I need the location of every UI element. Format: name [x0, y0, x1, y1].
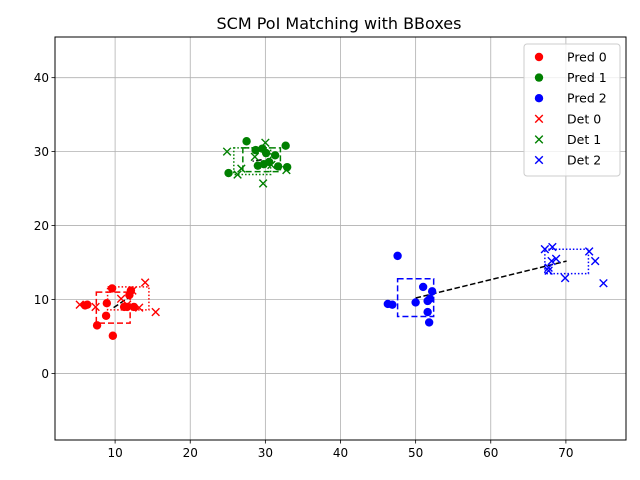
pred-point — [270, 151, 280, 160]
x-tick-label: 20 — [183, 446, 198, 460]
y-tick-label: 10 — [34, 293, 49, 307]
legend-label: Det 2 — [567, 153, 601, 168]
det-point — [75, 300, 85, 309]
pred-point — [423, 307, 432, 317]
legend-box — [523, 43, 621, 177]
det-point — [551, 254, 561, 264]
det-point — [122, 300, 132, 309]
match-line — [252, 159, 262, 162]
det-point — [128, 286, 137, 295]
det-point — [584, 247, 594, 256]
series-group — [222, 138, 291, 188]
det-point — [250, 152, 260, 162]
x-tick-label: 40 — [333, 446, 348, 460]
y-tick-label: 20 — [34, 219, 49, 233]
det-bbox — [544, 248, 590, 275]
legend-marker — [534, 114, 544, 124]
x-tick-label: 60 — [483, 446, 498, 460]
x-tick-label: 50 — [408, 446, 423, 460]
pred-point — [411, 298, 420, 307]
det-point — [267, 160, 276, 170]
pred-point — [393, 251, 402, 261]
det-point — [134, 303, 144, 312]
legend-marker — [534, 52, 544, 62]
data-points — [75, 137, 608, 340]
y-tick-label: 40 — [34, 71, 49, 85]
match-line — [113, 297, 129, 309]
axis-ticks: 10 20 30 40 50 60 70 0 10 20 30 40 — [34, 71, 574, 460]
legend-marker — [534, 73, 544, 82]
series-group — [540, 242, 608, 288]
det-point — [237, 164, 246, 173]
pred-point — [102, 299, 112, 308]
pred-point — [126, 286, 136, 295]
det-point — [590, 256, 600, 266]
det-point — [258, 179, 268, 188]
legend-marker — [534, 155, 544, 165]
pred-point — [92, 321, 102, 330]
x-tick-label: 30 — [258, 446, 273, 460]
det-point — [544, 266, 553, 275]
match-lines — [113, 159, 567, 309]
legend-label: Det 0 — [567, 111, 601, 126]
det-point — [282, 165, 291, 175]
legend-label: Pred 1 — [567, 70, 607, 85]
pred-point — [101, 311, 111, 320]
det-point — [544, 263, 553, 273]
pred-point — [242, 137, 251, 146]
legend-label: Det 1 — [567, 132, 601, 147]
series-group — [75, 278, 160, 317]
pred-point — [424, 318, 434, 327]
det-point — [222, 147, 232, 156]
y-tick-label: 30 — [34, 145, 49, 159]
pred-point — [427, 287, 437, 296]
pred-point — [281, 141, 290, 150]
series-group — [383, 251, 437, 327]
pred-point — [261, 148, 271, 158]
pred-point — [107, 284, 117, 293]
match-line — [415, 260, 567, 299]
det-point — [140, 278, 150, 287]
pred-point — [224, 168, 233, 178]
legend: Pred 0 Pred 1 Pred 2 Det 0 Det 1 Det 2 — [523, 43, 621, 177]
det-point — [233, 170, 242, 179]
legend-label: Pred 2 — [567, 91, 607, 106]
legend-label: Pred 0 — [567, 50, 607, 65]
x-tick-label: 10 — [107, 446, 122, 460]
det-point — [547, 256, 556, 266]
y-tick-label: 0 — [41, 367, 49, 381]
pred-point — [273, 162, 283, 171]
det-point — [151, 307, 160, 317]
legend-marker — [534, 94, 544, 103]
det-point — [560, 273, 570, 283]
det-point — [599, 278, 608, 288]
pred-point — [425, 294, 435, 303]
det-point — [548, 242, 557, 252]
pred-point — [388, 300, 397, 309]
pred-point — [108, 331, 118, 340]
legend-marker — [534, 135, 544, 144]
det-point — [261, 138, 270, 148]
x-tick-label: 70 — [558, 446, 573, 460]
pred-point — [418, 282, 428, 292]
chart-title: SCM PoI Matching with BBoxes — [217, 14, 462, 33]
pred-point — [251, 145, 260, 155]
det-point — [540, 244, 550, 254]
det-point — [91, 302, 100, 312]
